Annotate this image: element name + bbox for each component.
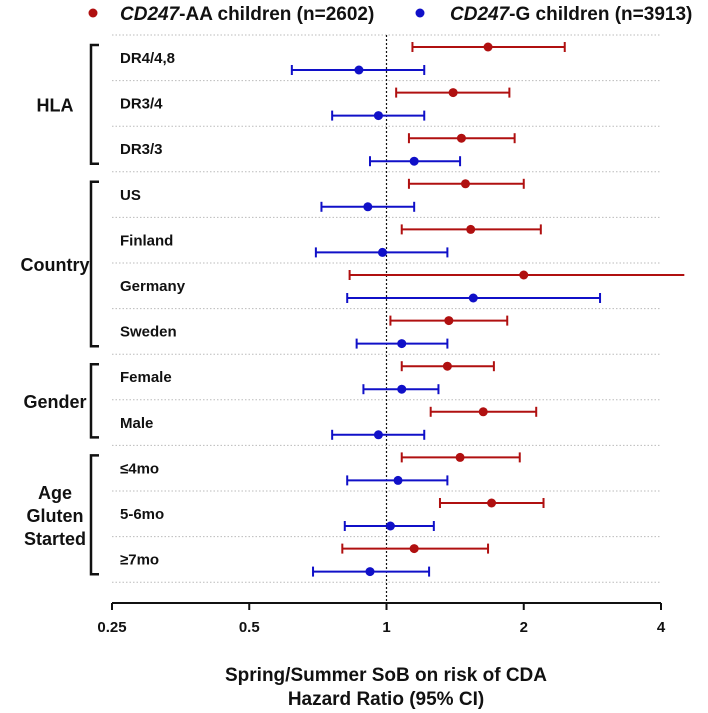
group-bracket [89, 454, 99, 576]
legend-text: -G children (n=3913) [509, 4, 692, 25]
point-estimate-G [373, 430, 383, 440]
row-label: 5-6mo [120, 506, 164, 523]
legend-label-1: CD247-G children (n=3913) [450, 4, 692, 25]
group-label: HLA [37, 95, 74, 115]
point-estimate-AA [455, 452, 465, 462]
group-bracket [89, 43, 99, 166]
row-label: Germany [120, 278, 186, 295]
point-estimate-AA [442, 361, 452, 371]
legend-gene: CD247 [450, 4, 511, 25]
point-estimate-AA [466, 224, 476, 234]
row-label: DR3/4 [120, 96, 163, 113]
x-axis-title: Spring/Summer SoB on risk of CDA [225, 665, 547, 686]
group-bracket [89, 362, 99, 439]
x-tick-label: 1 [382, 619, 390, 636]
point-estimate-G [409, 156, 419, 166]
point-estimate-G [377, 247, 387, 257]
point-estimate-AA [444, 316, 454, 326]
legend-gene: CD247 [120, 4, 181, 25]
row-label: Finland [120, 232, 173, 249]
row-label: ≥7mo [120, 552, 159, 569]
legend-marker-1 [415, 8, 425, 18]
x-tick-label: 0.25 [97, 619, 126, 636]
x-tick-label: 0.5 [239, 619, 260, 636]
row-label: US [120, 187, 141, 204]
point-estimate-G [468, 293, 478, 303]
point-estimate-G [397, 339, 407, 349]
point-estimate-AA [456, 133, 466, 143]
point-estimate-G [393, 475, 403, 485]
row-label: ≤4mo [120, 460, 159, 477]
point-estimate-G [354, 65, 364, 75]
point-estimate-AA [483, 42, 493, 52]
legend-text: -AA children (n=2602) [179, 4, 374, 25]
point-estimate-G [397, 384, 407, 394]
group-label: Gluten [27, 506, 84, 526]
row-label: DR4/4,8 [120, 50, 175, 67]
point-estimate-AA [487, 498, 497, 508]
point-estimate-AA [519, 270, 529, 280]
point-estimate-G [385, 521, 395, 531]
group-label: Country [21, 255, 90, 275]
row-label: DR3/3 [120, 141, 163, 158]
group-label: Gender [23, 392, 86, 412]
x-axis-subtitle: Hazard Ratio (95% CI) [288, 689, 484, 710]
group-label: Started [24, 529, 86, 549]
point-estimate-G [373, 111, 383, 121]
group-bracket [89, 180, 99, 348]
point-estimate-AA [478, 407, 488, 417]
legend-label-0: CD247-AA children (n=2602) [120, 4, 374, 25]
legend-marker-0 [88, 8, 98, 18]
point-estimate-G [365, 567, 375, 577]
point-estimate-G [363, 202, 373, 212]
row-label: Female [120, 369, 172, 386]
point-estimate-AA [460, 179, 470, 189]
row-label: Male [120, 415, 153, 432]
x-tick-label: 4 [657, 619, 666, 636]
point-estimate-AA [409, 544, 419, 554]
group-label: Age [38, 483, 72, 503]
row-label: Sweden [120, 324, 177, 341]
point-estimate-AA [448, 88, 458, 98]
x-tick-label: 2 [520, 619, 528, 636]
